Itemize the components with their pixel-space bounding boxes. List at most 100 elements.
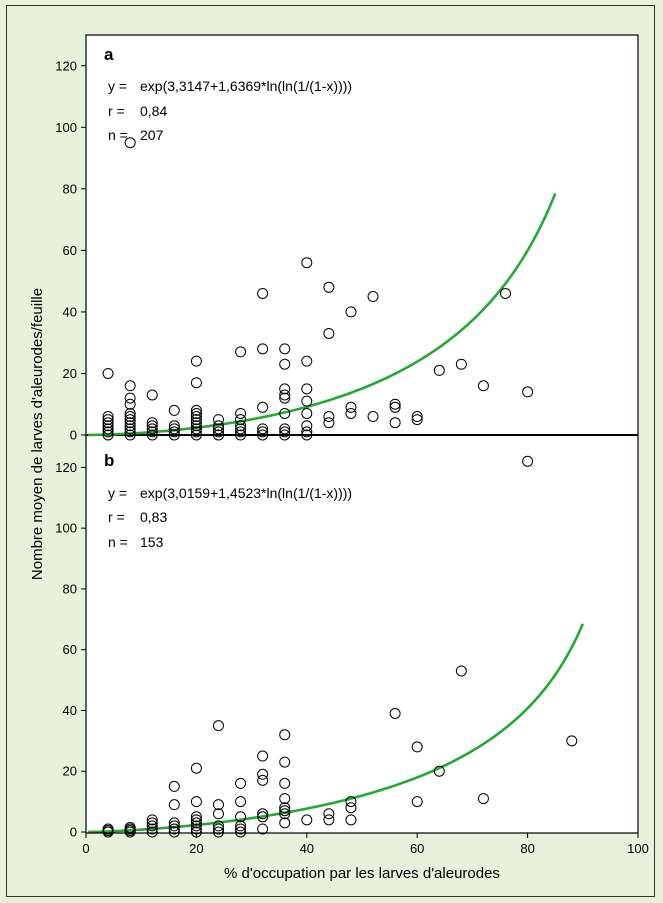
data-point bbox=[477, 793, 489, 805]
y-tick-label: 120 bbox=[55, 58, 77, 73]
data-point bbox=[212, 823, 224, 835]
points-panel-a bbox=[102, 137, 534, 441]
data-point bbox=[257, 423, 269, 435]
data-point bbox=[345, 306, 357, 318]
data-point bbox=[190, 423, 202, 435]
data-point bbox=[102, 414, 114, 426]
data-point bbox=[433, 765, 445, 777]
data-point bbox=[279, 392, 291, 404]
y-tick-label: 0 bbox=[70, 428, 77, 443]
data-point bbox=[411, 414, 423, 426]
y-tick-label: 40 bbox=[63, 703, 77, 718]
equation-r-label-a: r = bbox=[108, 103, 125, 119]
data-point bbox=[279, 423, 291, 435]
data-point bbox=[257, 808, 269, 820]
data-point bbox=[212, 820, 224, 832]
data-point bbox=[190, 407, 202, 419]
data-point bbox=[389, 401, 401, 413]
equation-y-label-a: y = bbox=[108, 78, 127, 94]
data-point bbox=[279, 358, 291, 370]
data-point bbox=[301, 814, 313, 826]
data-point bbox=[279, 729, 291, 741]
data-point bbox=[212, 808, 224, 820]
panel-a: 0 20 40 60 80 100 120 a y = exp(3,3147+1,6369*… bbox=[55, 45, 638, 443]
data-point bbox=[301, 426, 313, 438]
data-point bbox=[146, 426, 158, 438]
data-point bbox=[124, 417, 136, 429]
data-point bbox=[190, 377, 202, 389]
data-point bbox=[146, 423, 158, 435]
data-point bbox=[257, 429, 269, 441]
data-point bbox=[455, 665, 467, 677]
data-point bbox=[146, 420, 158, 432]
data-point bbox=[522, 455, 534, 467]
data-point bbox=[124, 380, 136, 392]
data-point bbox=[190, 817, 202, 829]
data-point bbox=[124, 420, 136, 432]
data-point bbox=[235, 811, 247, 823]
data-point bbox=[235, 820, 247, 832]
data-point bbox=[146, 817, 158, 829]
data-point bbox=[455, 358, 467, 370]
data-point bbox=[279, 777, 291, 789]
data-point bbox=[279, 802, 291, 814]
data-point bbox=[345, 407, 357, 419]
data-point bbox=[411, 796, 423, 808]
data-point bbox=[257, 401, 269, 413]
y-tick-label: 120 bbox=[55, 460, 77, 475]
data-point bbox=[102, 417, 114, 429]
data-point bbox=[500, 287, 512, 299]
data-point bbox=[102, 411, 114, 423]
x-tick-label: 80 bbox=[520, 841, 534, 856]
data-point bbox=[345, 796, 357, 808]
data-point bbox=[102, 423, 114, 435]
data-point bbox=[212, 414, 224, 426]
data-point bbox=[102, 429, 114, 441]
data-point bbox=[235, 796, 247, 808]
equation-n-label-b: n = bbox=[108, 534, 128, 550]
data-point bbox=[411, 411, 423, 423]
data-point bbox=[279, 793, 291, 805]
figure-border bbox=[6, 5, 655, 897]
y-tick-label: 80 bbox=[63, 181, 77, 196]
data-point bbox=[235, 777, 247, 789]
data-point bbox=[323, 808, 335, 820]
plot-frame bbox=[85, 34, 639, 834]
equation-y-value-a: exp(3,3147+1,6369*ln(ln(1/(1-x)))) bbox=[140, 78, 352, 94]
data-point bbox=[190, 417, 202, 429]
data-point bbox=[168, 799, 180, 811]
y-tick-label: 0 bbox=[70, 825, 77, 840]
data-point bbox=[168, 826, 180, 838]
data-point bbox=[212, 423, 224, 435]
data-point bbox=[345, 814, 357, 826]
data-point bbox=[279, 407, 291, 419]
data-point bbox=[168, 780, 180, 792]
data-point bbox=[102, 367, 114, 379]
data-point bbox=[146, 823, 158, 835]
y-tick-label: 20 bbox=[63, 366, 77, 381]
x-tick-label: 40 bbox=[300, 841, 314, 856]
data-point bbox=[323, 327, 335, 339]
data-point bbox=[190, 762, 202, 774]
equation-n-label-a: n = bbox=[108, 127, 128, 143]
data-point bbox=[190, 814, 202, 826]
data-point bbox=[190, 411, 202, 423]
data-point bbox=[235, 420, 247, 432]
y-axis-title: Nombre moyen de larves d'aleurodes/feuil… bbox=[29, 288, 46, 580]
data-point bbox=[124, 426, 136, 438]
y-tick-label: 100 bbox=[55, 120, 77, 135]
data-point bbox=[235, 429, 247, 441]
data-point bbox=[124, 398, 136, 410]
data-point bbox=[257, 750, 269, 762]
data-point bbox=[168, 426, 180, 438]
equation-n-value-a: 207 bbox=[140, 127, 164, 143]
data-point bbox=[279, 808, 291, 820]
data-point bbox=[235, 346, 247, 358]
data-point bbox=[257, 343, 269, 355]
x-ticks: 0 20 40 60 80 100 bbox=[82, 833, 649, 856]
data-point bbox=[124, 429, 136, 441]
equation-y-label-b: y = bbox=[108, 485, 127, 501]
data-point bbox=[212, 429, 224, 441]
data-point bbox=[124, 414, 136, 426]
